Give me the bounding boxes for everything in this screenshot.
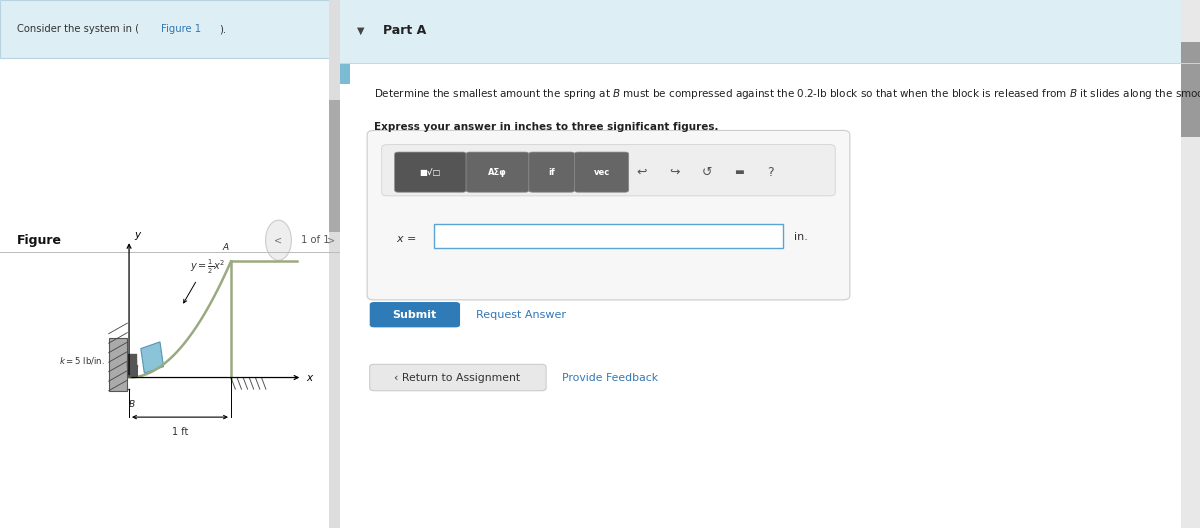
Text: Consider the system in (: Consider the system in ( <box>17 24 139 34</box>
Text: y: y <box>134 230 140 240</box>
Text: $k = 5$ lb/in.: $k = 5$ lb/in. <box>59 355 106 366</box>
Text: $y = \frac{1}{2}x^2$: $y = \frac{1}{2}x^2$ <box>190 258 226 276</box>
FancyBboxPatch shape <box>382 145 835 196</box>
Circle shape <box>265 220 292 260</box>
FancyBboxPatch shape <box>395 152 466 192</box>
Text: Express your answer in inches to three significant figures.: Express your answer in inches to three s… <box>374 122 719 133</box>
Text: $A$: $A$ <box>222 241 230 252</box>
Bar <box>340 0 1200 63</box>
Text: ↪: ↪ <box>670 166 679 178</box>
Text: ↺: ↺ <box>702 166 713 178</box>
Text: ).: ). <box>220 24 226 34</box>
Text: if: if <box>548 167 556 177</box>
Bar <box>1181 42 1200 137</box>
Text: vec: vec <box>594 167 610 177</box>
Text: in.: in. <box>794 232 808 241</box>
FancyBboxPatch shape <box>529 152 575 192</box>
Text: ↩: ↩ <box>636 166 647 178</box>
Bar <box>329 100 340 232</box>
FancyBboxPatch shape <box>0 0 340 58</box>
FancyBboxPatch shape <box>466 152 529 192</box>
Text: Figure 1: Figure 1 <box>161 24 202 34</box>
Text: <: < <box>275 235 282 245</box>
Text: ?: ? <box>767 166 774 178</box>
Bar <box>340 42 350 84</box>
Text: ΑΣφ: ΑΣφ <box>488 167 506 177</box>
Text: $x$ =: $x$ = <box>396 234 416 243</box>
Polygon shape <box>140 342 163 373</box>
Text: ▬: ▬ <box>734 167 744 177</box>
FancyBboxPatch shape <box>370 364 546 391</box>
Text: 1 of 1: 1 of 1 <box>300 235 329 245</box>
Bar <box>329 0 340 528</box>
Bar <box>109 338 127 391</box>
Text: ■√□: ■√□ <box>420 167 442 177</box>
FancyBboxPatch shape <box>575 152 629 192</box>
Text: >: > <box>328 235 335 245</box>
Text: Figure: Figure <box>17 234 62 247</box>
FancyBboxPatch shape <box>370 302 460 327</box>
FancyBboxPatch shape <box>367 130 850 300</box>
Text: Part A: Part A <box>383 24 426 37</box>
Bar <box>1181 0 1200 528</box>
Text: Determine the smallest amount the spring at $B$ must be compressed against the 0: Determine the smallest amount the spring… <box>374 87 1200 101</box>
Text: x: x <box>306 373 312 382</box>
Text: 1 ft: 1 ft <box>172 427 188 437</box>
FancyBboxPatch shape <box>434 224 782 248</box>
Text: Request Answer: Request Answer <box>475 310 565 319</box>
Text: ‹ Return to Assignment: ‹ Return to Assignment <box>395 373 521 382</box>
Text: Provide Feedback: Provide Feedback <box>562 373 658 382</box>
Text: $B$: $B$ <box>128 398 136 409</box>
Text: ▼: ▼ <box>356 26 365 35</box>
Text: Submit: Submit <box>392 310 437 319</box>
